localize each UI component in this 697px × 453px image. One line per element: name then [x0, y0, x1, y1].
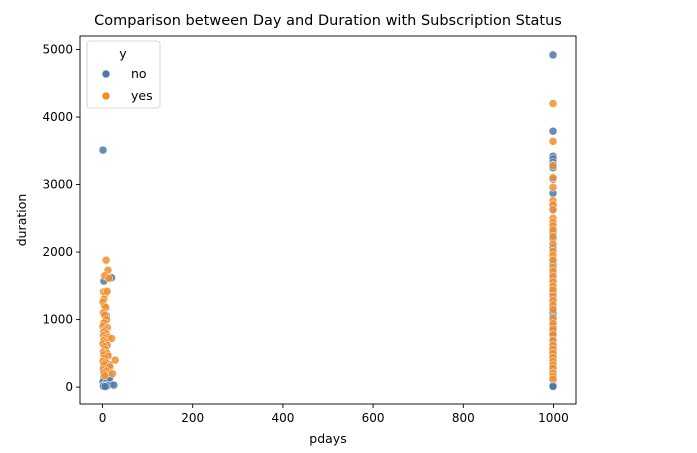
- data-point-yes: [548, 374, 558, 384]
- chart-title: Comparison between Day and Duration with…: [94, 13, 562, 29]
- legend-label-yes: yes: [131, 88, 153, 103]
- data-point-yes: [548, 183, 558, 192]
- data-point-yes: [548, 173, 558, 183]
- data-point-no: [548, 382, 558, 391]
- x-tick-label: 200: [181, 411, 204, 425]
- x-tick-label: 1000: [538, 411, 569, 425]
- y-axis-label: duration: [14, 194, 29, 247]
- x-tick-label: 600: [362, 411, 385, 425]
- y-tick-label: 5000: [42, 43, 73, 57]
- data-point-no: [548, 50, 558, 60]
- data-point-yes: [548, 205, 558, 214]
- x-tick-label: 400: [271, 411, 294, 425]
- data-point-yes: [548, 255, 558, 265]
- legend: y no yes: [86, 40, 161, 109]
- y-tick-label: 0: [65, 380, 73, 394]
- data-point-yes: [548, 161, 558, 170]
- data-point-yes: [110, 355, 120, 365]
- data-point-yes: [101, 255, 111, 265]
- data-point-yes: [548, 305, 558, 314]
- x-tick-label: 0: [99, 411, 107, 425]
- x-axis-label: pdays: [309, 431, 346, 446]
- data-point-yes: [548, 99, 558, 108]
- data-point-yes: [548, 239, 558, 249]
- data-point-no: [548, 126, 558, 136]
- legend-marker-yes: [101, 91, 111, 101]
- x-axis: 0 200 400 600 800 1000: [99, 404, 569, 425]
- plot-area-frame: [79, 35, 577, 405]
- x-tick-label: 800: [452, 411, 475, 425]
- legend-marker-no: [101, 69, 111, 79]
- legend-box: [86, 40, 161, 109]
- data-point-yes: [104, 274, 114, 283]
- legend-title: y: [119, 46, 127, 61]
- y-tick-label: 4000: [42, 110, 73, 124]
- data-point-no: [98, 145, 108, 155]
- data-point-no: [109, 380, 119, 390]
- y-axis: 0 1000 2000 3000 4000 5000: [42, 43, 80, 394]
- y-tick-label: 1000: [42, 313, 73, 327]
- y-tick-label: 3000: [42, 178, 73, 192]
- y-tick-label: 2000: [42, 245, 73, 259]
- points-layer: [98, 50, 558, 391]
- data-point-yes: [548, 137, 558, 146]
- data-point-yes: [102, 286, 112, 296]
- data-point-yes: [100, 371, 110, 380]
- data-point-no: [101, 382, 110, 391]
- legend-label-no: no: [131, 66, 147, 81]
- data-point-yes: [108, 369, 117, 378]
- data-point-yes: [548, 232, 558, 241]
